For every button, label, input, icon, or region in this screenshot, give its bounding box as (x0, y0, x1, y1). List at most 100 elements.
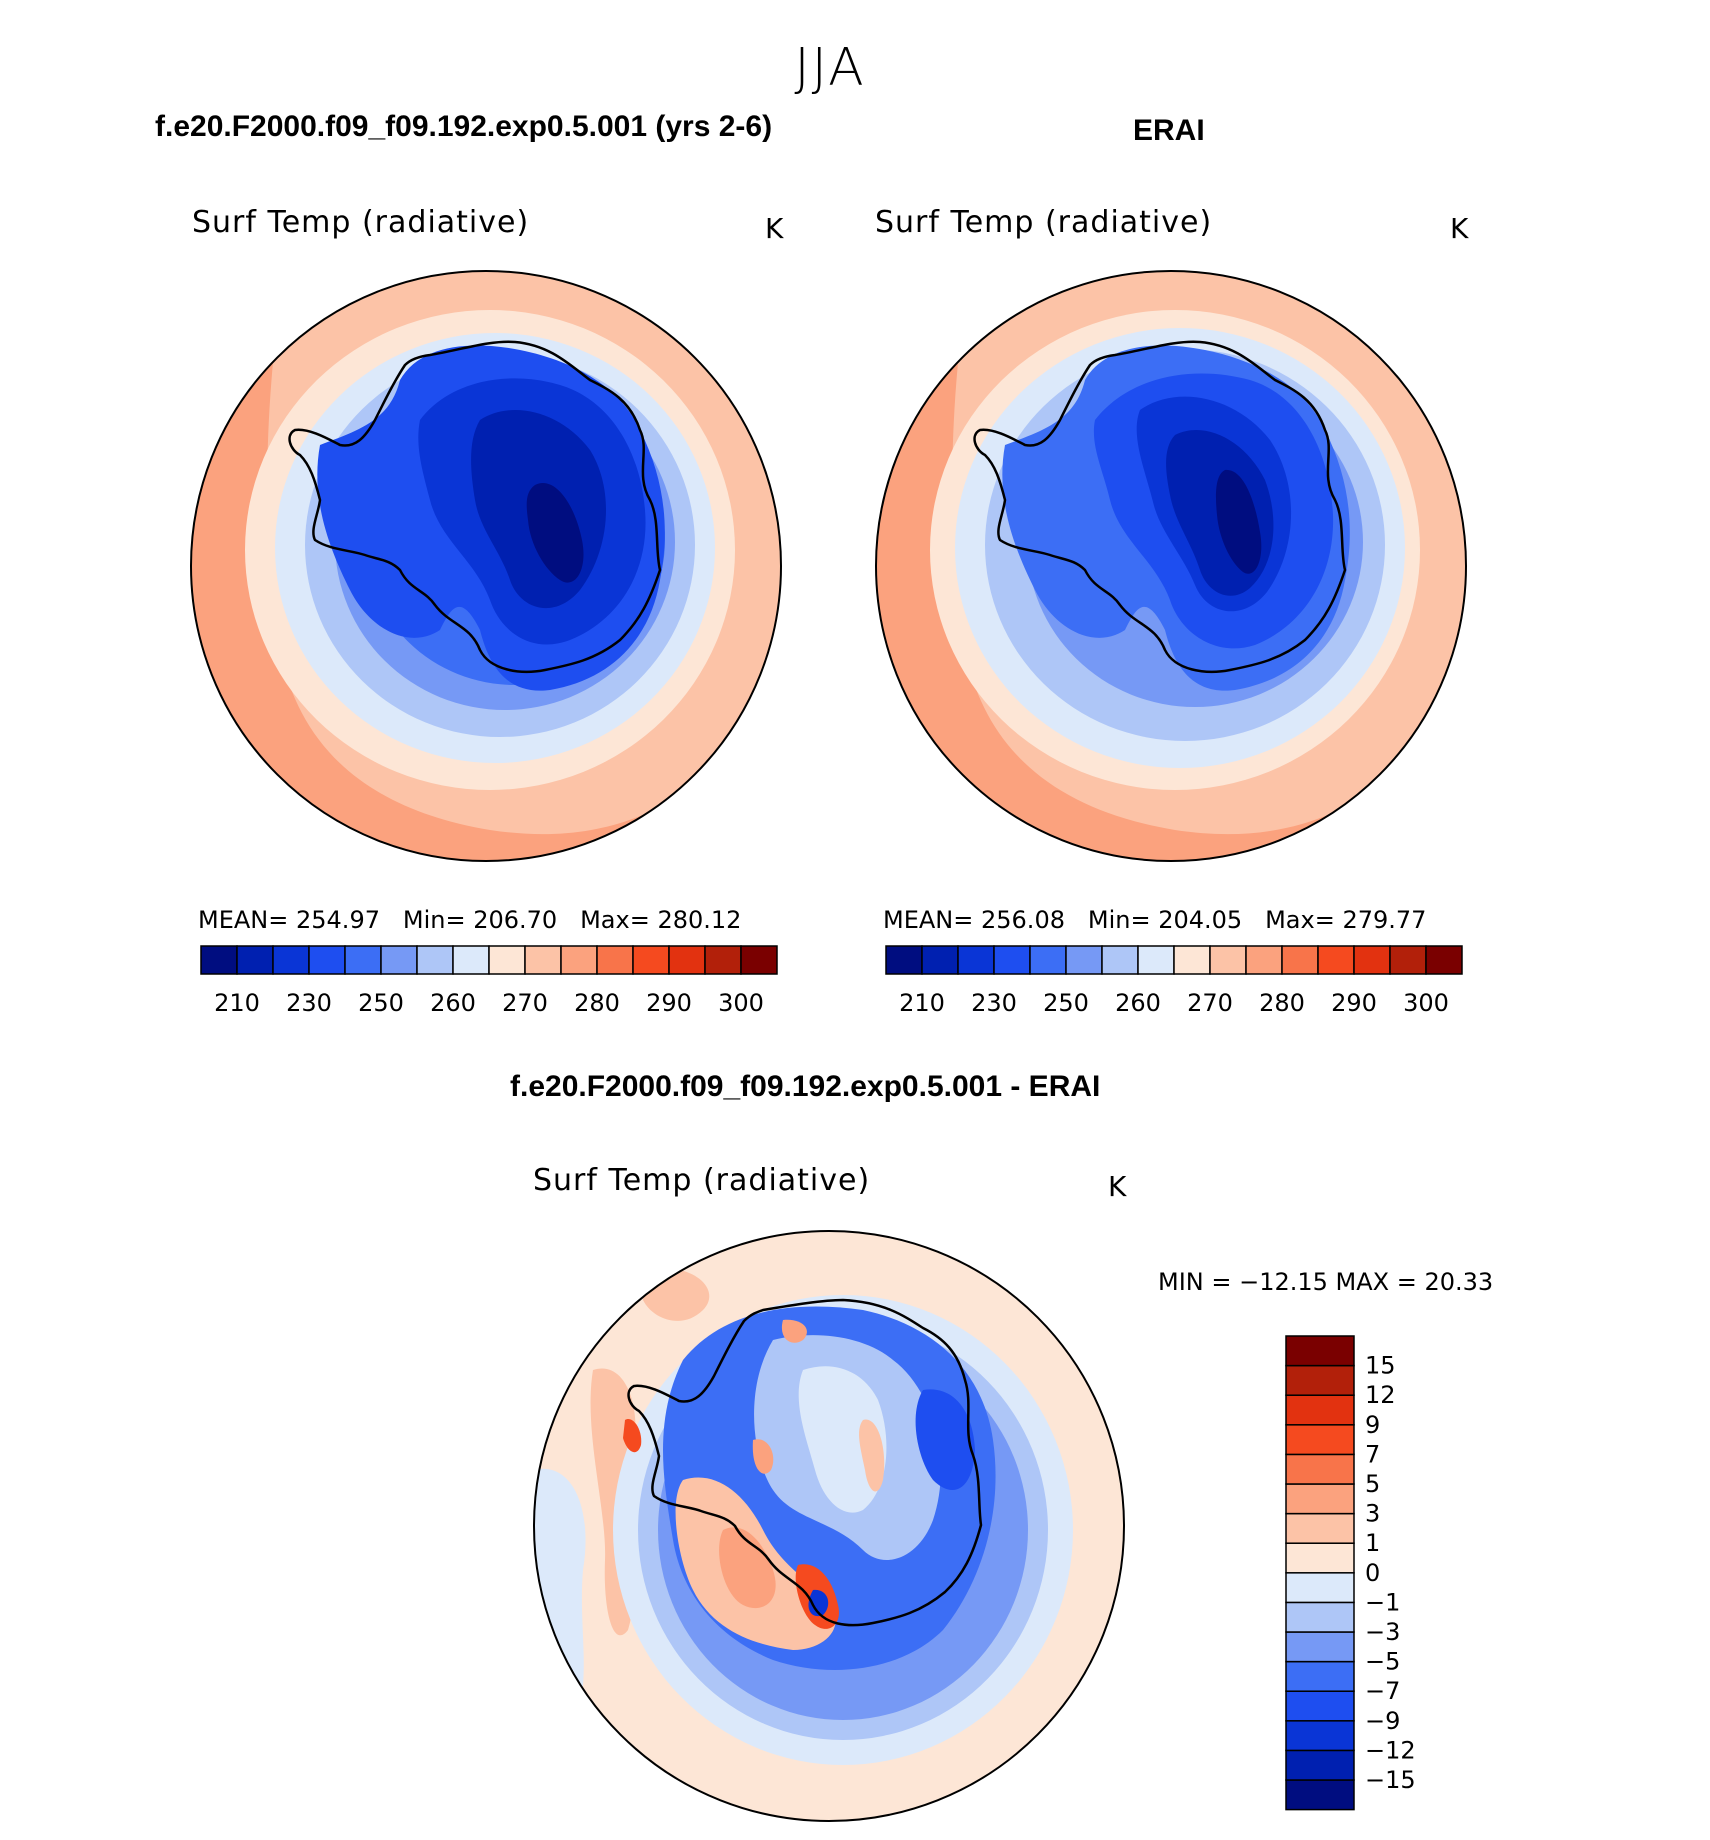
panel-2-max-value: 279.77 (1342, 906, 1427, 934)
colorbar-2-swatch (1101, 945, 1139, 975)
colorbar-diff-swatch (1285, 1394, 1355, 1426)
panel-2-map (875, 270, 1467, 862)
colorbar-2-swatch (1245, 945, 1283, 975)
colorbar-1-swatch (308, 945, 346, 975)
panel-2-min-label: Min= (1087, 906, 1151, 934)
colorbar-1-tick-label: 300 (718, 989, 764, 1017)
colorbar-2-tick-label: 280 (1259, 989, 1305, 1017)
colorbar-diff-swatch (1285, 1779, 1355, 1811)
colorbar-2-tick-label: 230 (971, 989, 1017, 1017)
colorbar-diff-swatch (1285, 1542, 1355, 1574)
panel-2-mean-value: 256.08 (981, 906, 1065, 934)
panel-2-units: K (1450, 212, 1469, 245)
colorbar-2-tick-label: 250 (1043, 989, 1089, 1017)
diff-title: f.e20.F2000.f09_f09.192.exp0.5.001 - ERA… (510, 1070, 1101, 1103)
colorbar-1-swatch (596, 945, 634, 975)
colorbar-diff-swatch (1285, 1453, 1355, 1485)
panel-1-variable: Surf Temp (radiative) (192, 205, 530, 240)
colorbar-1-swatch (236, 945, 274, 975)
panel-1-mean-label: MEAN= (198, 906, 289, 934)
colorbar-diff-swatch (1285, 1483, 1355, 1515)
panel-2-max-label: Max= (1265, 906, 1335, 934)
panel-1-map (190, 270, 782, 862)
colorbar-2-swatch (1065, 945, 1103, 975)
colorbar-1-swatch (380, 945, 418, 975)
colorbar-2-tick-label: 300 (1403, 989, 1449, 1017)
diff-map (533, 1230, 1125, 1822)
colorbar-2-swatch (1029, 945, 1067, 975)
colorbar-diff-swatch (1285, 1424, 1355, 1456)
colorbar-2-swatch (1281, 945, 1319, 975)
season-title: JJA (794, 38, 866, 98)
colorbar-1-tick-label: 280 (574, 989, 620, 1017)
colorbar-1-swatch (200, 945, 238, 975)
colorbar-1-tick-label: 290 (646, 989, 692, 1017)
colorbar-1-swatch (344, 945, 382, 975)
colorbar-diff-tick-label: −9 (1365, 1707, 1400, 1735)
colorbar-1-swatch (488, 945, 526, 975)
colorbar-2: 210 230 250 260 270 280 290 300 (885, 945, 1463, 1017)
colorbar-1-swatch (560, 945, 598, 975)
colorbar-1-swatch (416, 945, 454, 975)
colorbar-diff-tick-label: 7 (1365, 1440, 1380, 1468)
panel-1-max-value: 280.12 (657, 906, 742, 934)
colorbar-diff-tick-label: 15 (1365, 1352, 1396, 1380)
colorbar-2-tick-label: 270 (1187, 989, 1233, 1017)
colorbar-diff-swatch (1285, 1512, 1355, 1544)
colorbar-diff-swatch (1285, 1364, 1355, 1396)
colorbar-diff-swatch (1285, 1601, 1355, 1633)
panel-1-min-label: Min= (402, 906, 466, 934)
colorbar-2-swatch (1209, 945, 1247, 975)
panel-2-mean-label: MEAN= (883, 906, 974, 934)
colorbar-diff-swatch (1285, 1335, 1355, 1367)
colorbar-2-swatch (1425, 945, 1463, 975)
colorbar-diff-tick-label: 5 (1365, 1470, 1380, 1498)
colorbar-1-swatch (668, 945, 706, 975)
colorbar-1: 210 230 250 260 270 280 290 300 (200, 945, 778, 1017)
colorbar-diff-tick-label: −1 (1365, 1588, 1400, 1616)
colorbar-1-swatch (704, 945, 742, 975)
colorbar-2-tick-label: 260 (1115, 989, 1161, 1017)
colorbar-1-swatch (740, 945, 778, 975)
colorbar-1-swatch (524, 945, 562, 975)
colorbar-2-swatch (885, 945, 923, 975)
colorbar-diff-swatch (1285, 1572, 1355, 1604)
colorbar-1-tick-label: 210 (214, 989, 260, 1017)
panel-1-title: f.e20.F2000.f09_f09.192.exp0.5.001 (yrs … (155, 110, 773, 143)
colorbar-2-swatch (1317, 945, 1355, 975)
colorbar-1-tick-label: 230 (286, 989, 332, 1017)
colorbar-1-tick-label: 270 (502, 989, 548, 1017)
panel-2-title: ERAI (1133, 114, 1205, 147)
colorbar-diff-swatch (1285, 1631, 1355, 1663)
panel-1-mean-value: 254.97 (296, 906, 380, 934)
panel-2-variable: Surf Temp (radiative) (875, 205, 1213, 240)
colorbar-diff-tick-label: −5 (1365, 1648, 1400, 1676)
colorbar-diff-swatch (1285, 1720, 1355, 1752)
colorbar-diff-swatch (1285, 1660, 1355, 1692)
colorbar-diff-swatch (1285, 1690, 1355, 1722)
colorbar-1-tick-label: 250 (358, 989, 404, 1017)
colorbar-2-swatch (1173, 945, 1211, 975)
colorbar-diff-tick-label: −15 (1365, 1766, 1416, 1794)
colorbar-1-swatch (272, 945, 310, 975)
colorbar-diff-tick-label: 12 (1365, 1381, 1396, 1409)
colorbar-2-swatch (957, 945, 995, 975)
colorbar-diff-tick-label: −7 (1365, 1677, 1400, 1705)
colorbar-2-tick-label: 290 (1331, 989, 1377, 1017)
colorbar-2-swatch (1353, 945, 1391, 975)
colorbar-1-swatch (632, 945, 670, 975)
panel-2-min-value: 204.05 (1158, 906, 1243, 934)
diff-minmax: MIN = −12.15 MAX = 20.33 (1158, 1268, 1494, 1296)
panel-2-stats: MEAN= 256.08 Min= 204.05 Max= 279.77 (883, 906, 1426, 934)
panel-1-min-value: 206.70 (473, 906, 558, 934)
colorbar-diff-tick-label: −12 (1365, 1736, 1416, 1764)
colorbar-2-swatch (993, 945, 1031, 975)
colorbar-diff-tick-label: 1 (1365, 1529, 1380, 1557)
colorbar-diff-tick-label: 9 (1365, 1411, 1380, 1439)
diff-variable: Surf Temp (radiative) (533, 1163, 871, 1198)
panel-1-stats: MEAN= 254.97 Min= 206.70 Max= 280.12 (198, 906, 741, 934)
colorbar-diff-tick-label: 3 (1365, 1500, 1380, 1528)
colorbar-diff-tick-label: −3 (1365, 1618, 1400, 1646)
panel-1-units: K (765, 212, 784, 245)
